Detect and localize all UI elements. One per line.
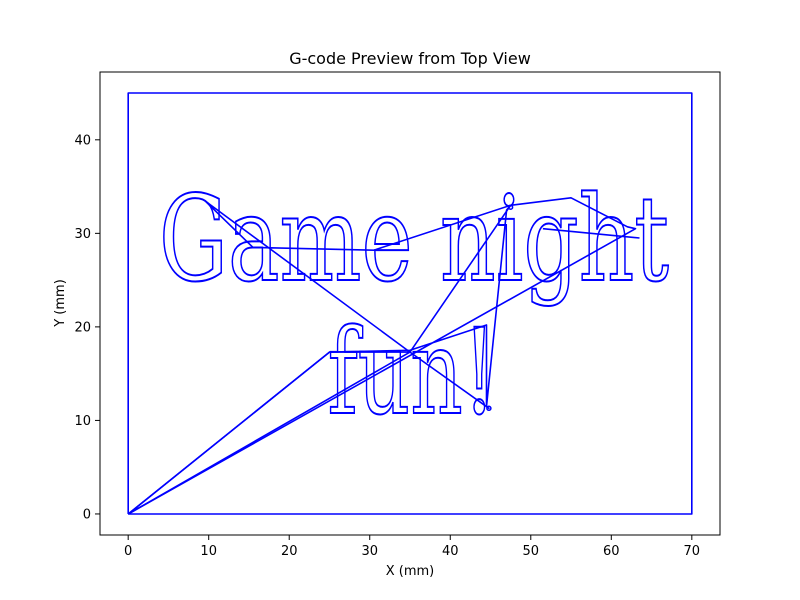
series-line-travel-2 [127,199,512,515]
path-point-marker-1 [507,204,514,210]
x-tick-label: 0 [124,544,132,559]
series-line-border-0 [127,92,693,515]
series-line-travel-4 [542,227,640,239]
y-tick-label: 40 [74,133,91,148]
x-axis: 0 10 20 30 40 50 60 70 [124,535,700,559]
x-tick-label: 50 [523,544,540,559]
y-tick-label: 0 [83,507,91,522]
engraved-text-line-2: fun! [328,303,496,441]
y-tick-label: 20 [74,320,91,335]
x-tick-label: 70 [684,544,701,559]
x-tick-label: 10 [200,544,217,559]
y-tick-label: 30 [74,227,91,242]
x-axis-label: X (mm) [386,564,435,579]
axes-frame [99,71,721,536]
x-tick-label: 60 [603,544,620,559]
series-line-travel-3 [409,351,490,410]
y-axis: 0 10 20 30 40 [74,133,100,522]
y-axis-label: Y (mm) [53,279,68,328]
path-point-marker-2 [486,405,492,412]
engraved-text-line-1: Game night [159,170,669,308]
x-tick-label: 40 [442,544,459,559]
x-tick-label: 20 [281,544,298,559]
chart-title: G-code Preview from Top View [289,49,531,68]
y-tick-label: 10 [74,414,91,429]
x-tick-label: 30 [361,544,378,559]
